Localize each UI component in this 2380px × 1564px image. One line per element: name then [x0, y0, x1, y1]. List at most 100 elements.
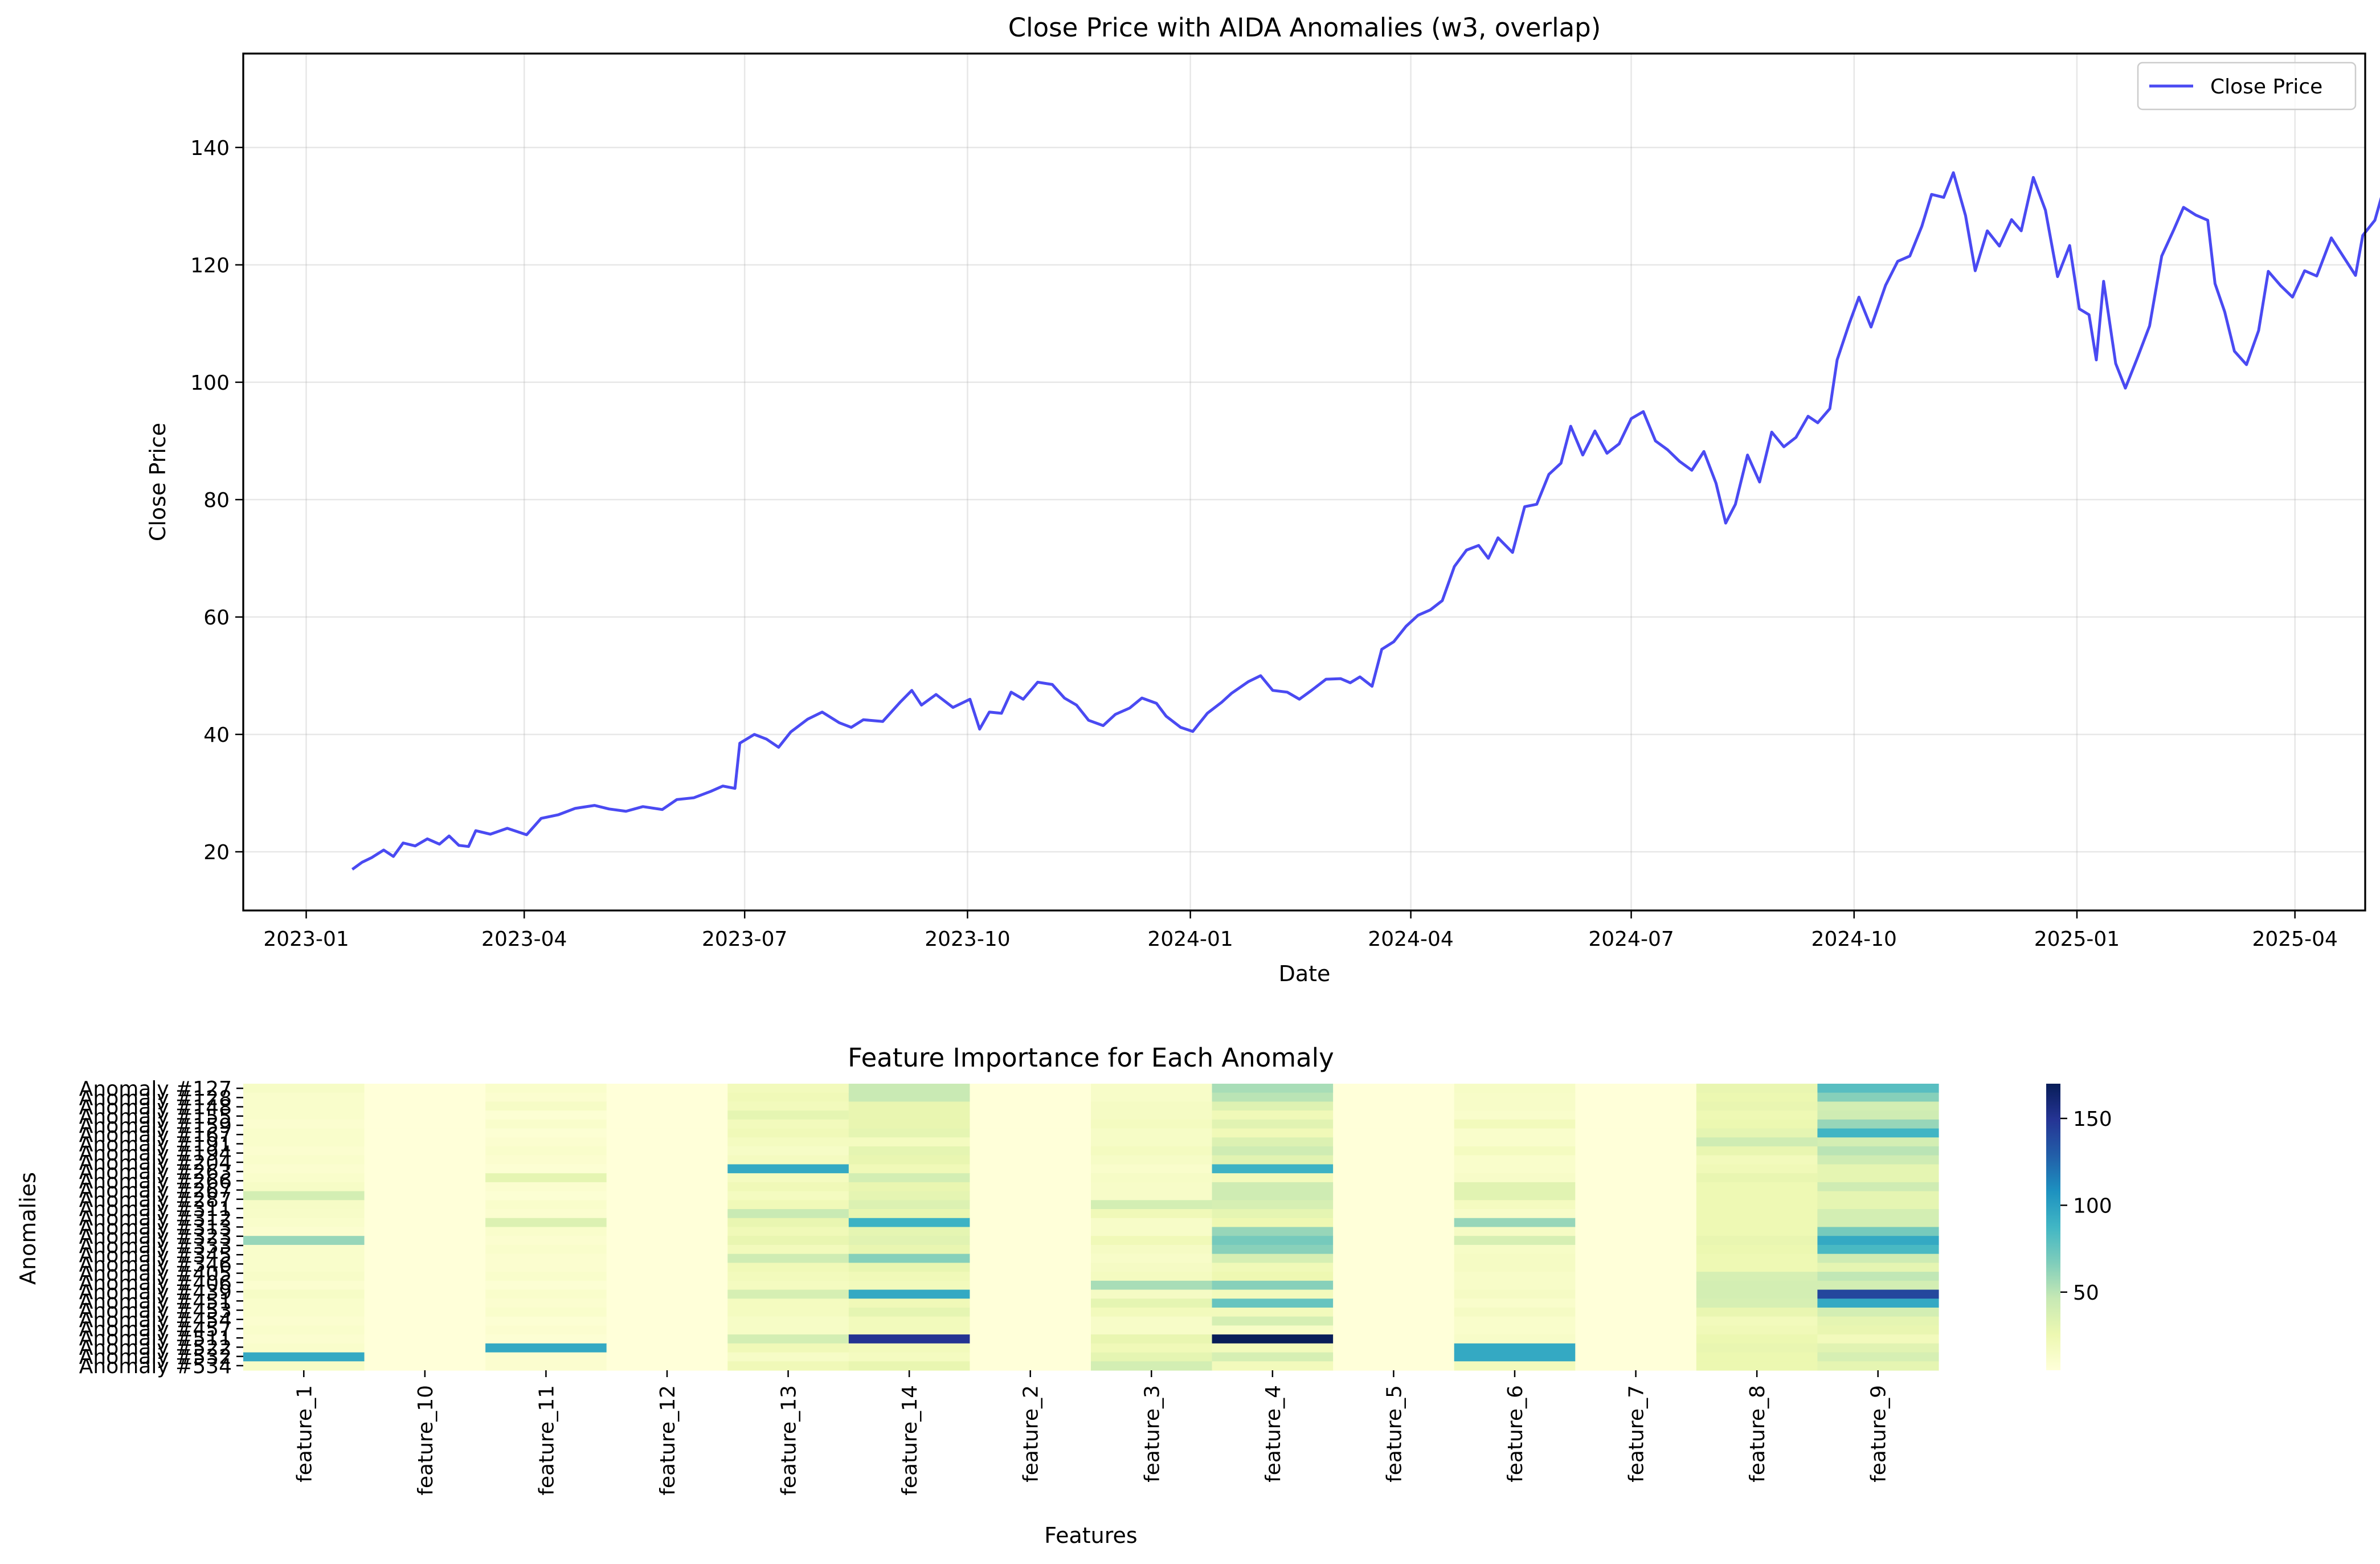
y-tick-label: 80 — [203, 489, 230, 512]
heatmap-cell — [970, 1244, 1091, 1255]
heatmap-cell — [485, 1352, 607, 1362]
heatmap-cell — [1333, 1253, 1455, 1263]
heatmap-cell — [970, 1164, 1091, 1174]
heatmap-cell — [1575, 1272, 1697, 1281]
y-tick-label: 120 — [190, 254, 230, 277]
heatmap-cell — [485, 1289, 607, 1299]
heatmap-cell — [1091, 1244, 1213, 1255]
heatmap-cell — [364, 1289, 486, 1299]
heatmap-cell — [243, 1244, 365, 1255]
heatmap-cell — [606, 1236, 728, 1246]
heatmap-cell — [848, 1236, 971, 1246]
heatmap-cell — [1817, 1101, 1939, 1111]
heatmap-cell — [485, 1200, 607, 1210]
heatmap-cell — [1212, 1298, 1334, 1308]
heatmap-cell — [243, 1110, 365, 1120]
heatmap-cell — [848, 1316, 971, 1326]
heatmap-cell — [1091, 1272, 1213, 1281]
heatmap-cell — [1333, 1352, 1455, 1362]
heatmap-cell — [1575, 1343, 1697, 1353]
heatmap-cell — [1091, 1307, 1213, 1317]
heatmap-cell — [1091, 1101, 1213, 1111]
heatmap-cell — [1333, 1209, 1455, 1219]
heatmap-cell — [1333, 1272, 1455, 1281]
line-chart-grid — [243, 54, 2365, 910]
heatmap-cell — [243, 1236, 365, 1246]
heatmap-cell — [727, 1325, 849, 1335]
heatmap-cell — [970, 1173, 1091, 1183]
heatmap-cell — [848, 1209, 971, 1219]
heatmap-cell — [1696, 1155, 1818, 1165]
y-tick-label: 40 — [203, 724, 230, 747]
heatmap-cell — [1696, 1289, 1818, 1299]
row-label: Anomaly #522 — [79, 1336, 232, 1359]
heatmap-cell — [1817, 1361, 1939, 1371]
heatmap-cell — [1091, 1209, 1213, 1219]
heatmap-cell — [1454, 1352, 1576, 1362]
heatmap-cell — [243, 1128, 365, 1138]
heatmap-cell — [970, 1343, 1091, 1353]
heatmap-cell — [364, 1343, 486, 1353]
heatmap-cell — [970, 1110, 1091, 1120]
heatmap-cell — [1091, 1155, 1213, 1165]
heatmap-cell — [1454, 1343, 1576, 1353]
heatmap-cell — [1454, 1155, 1576, 1165]
heatmap-cell — [485, 1155, 607, 1165]
heatmap-cell — [1696, 1182, 1818, 1192]
heatmap-cell — [1817, 1209, 1939, 1219]
heatmap-cell — [606, 1289, 728, 1299]
heatmap-cell — [727, 1200, 849, 1210]
heatmap-cell — [1212, 1128, 1334, 1138]
heatmap-cell — [364, 1352, 486, 1362]
legend-label: Close Price — [2210, 75, 2322, 99]
heatmap-cell — [848, 1280, 971, 1291]
heatmap-cell — [1454, 1119, 1576, 1129]
heatmap-cell — [606, 1119, 728, 1129]
heatmap-cell — [243, 1119, 365, 1129]
heatmap-cell — [1817, 1218, 1939, 1228]
heatmap-cell — [1575, 1128, 1697, 1138]
heatmap-cell — [970, 1182, 1091, 1192]
row-label: Anomaly #312 — [79, 1207, 232, 1230]
heatmap-cell — [364, 1191, 486, 1200]
heatmap-cell — [1333, 1128, 1455, 1138]
heatmap-cell — [1696, 1227, 1818, 1236]
heatmap-cell — [1454, 1209, 1576, 1219]
heatmap-cell — [1454, 1272, 1576, 1281]
heatmap-cell — [970, 1155, 1091, 1165]
heatmap-cell — [1817, 1334, 1939, 1344]
heatmap-cell — [1091, 1173, 1213, 1183]
heatmap-cell — [364, 1298, 486, 1308]
heatmap-cell — [1817, 1343, 1939, 1353]
heatmap-cell — [1333, 1146, 1455, 1156]
heatmap-cell — [243, 1361, 365, 1371]
column-label: feature_6 — [1504, 1385, 1527, 1483]
heatmap-cell — [848, 1361, 971, 1371]
heatmap-cell — [970, 1137, 1091, 1147]
row-label: Anomaly #405 — [79, 1263, 232, 1286]
heatmap-cell — [1696, 1263, 1818, 1272]
heatmap-cell — [1333, 1325, 1455, 1335]
heatmap-cell — [243, 1182, 365, 1192]
heatmap-cell — [848, 1182, 971, 1192]
y-tick-label: 20 — [203, 841, 230, 864]
heatmap-cell — [364, 1263, 486, 1272]
heatmap-cell — [727, 1084, 849, 1093]
heatmap-cell — [1817, 1244, 1939, 1255]
heatmap-cell — [1817, 1092, 1939, 1102]
heatmap-cell — [1575, 1307, 1697, 1317]
heatmap-cell — [243, 1146, 365, 1156]
row-label: Anomaly #534 — [79, 1355, 232, 1378]
heatmap-cell — [1333, 1316, 1455, 1326]
heatmap-cell — [1454, 1307, 1576, 1317]
heatmap-cell — [1212, 1209, 1334, 1219]
heatmap-cell — [606, 1227, 728, 1236]
heatmap-cell — [848, 1307, 971, 1317]
heatmap-cell — [970, 1316, 1091, 1326]
heatmap-cell — [364, 1218, 486, 1228]
heatmap-cell — [364, 1128, 486, 1138]
heatmap-cell — [1212, 1263, 1334, 1272]
heatmap-cell — [1817, 1191, 1939, 1200]
heatmap-cell — [1696, 1200, 1818, 1210]
heatmap-cell — [1696, 1084, 1818, 1093]
